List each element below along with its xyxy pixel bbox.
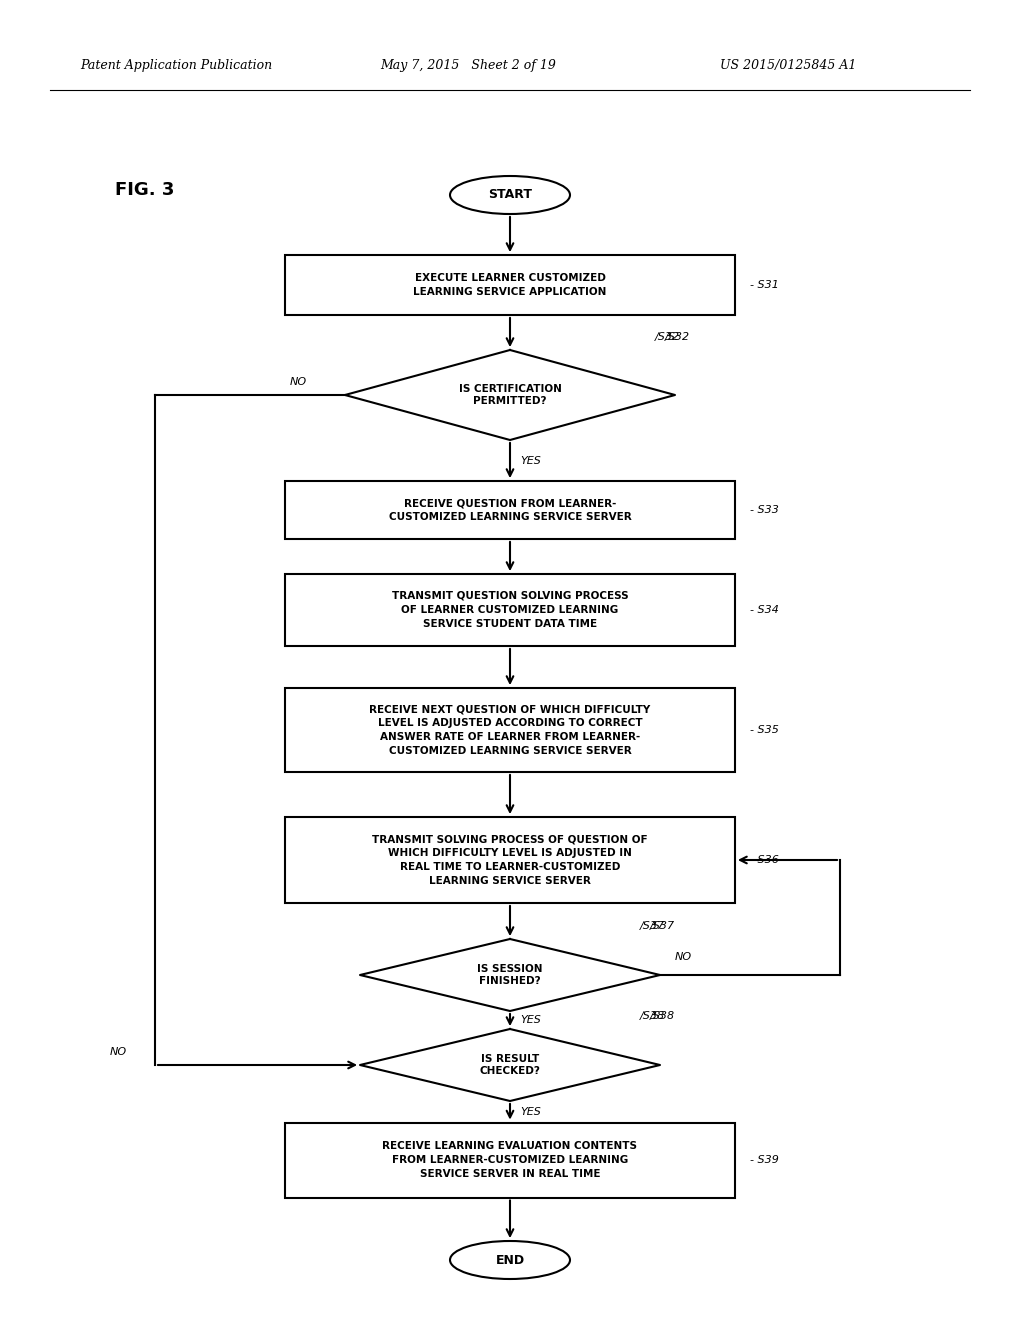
Text: NO: NO [110, 1047, 127, 1057]
Text: /S37: /S37 [649, 921, 675, 931]
Polygon shape [344, 350, 675, 440]
Bar [284, 480, 735, 539]
Text: May 7, 2015   Sheet 2 of 19: May 7, 2015 Sheet 2 of 19 [380, 58, 555, 71]
Polygon shape [360, 939, 659, 1011]
Text: - S34: - S34 [749, 605, 779, 615]
Text: /S37: /S37 [639, 921, 664, 931]
Text: - S33: - S33 [749, 506, 779, 515]
Text: IS SESSION
FINISHED?: IS SESSION FINISHED? [477, 964, 542, 986]
Text: - S39: - S39 [749, 1155, 779, 1166]
Text: START: START [487, 189, 532, 202]
Text: TRANSMIT SOLVING PROCESS OF QUESTION OF
WHICH DIFFICULTY LEVEL IS ADJUSTED IN
RE: TRANSMIT SOLVING PROCESS OF QUESTION OF … [372, 834, 647, 886]
Bar [284, 1122, 735, 1197]
Polygon shape [360, 1030, 659, 1101]
Ellipse shape [449, 176, 570, 214]
Text: RECEIVE QUESTION FROM LEARNER-
CUSTOMIZED LEARNING SERVICE SERVER: RECEIVE QUESTION FROM LEARNER- CUSTOMIZE… [388, 498, 631, 521]
Text: IS CERTIFICATION
PERMITTED?: IS CERTIFICATION PERMITTED? [459, 384, 560, 405]
Text: IS RESULT
CHECKED?: IS RESULT CHECKED? [479, 1055, 540, 1076]
Text: Patent Application Publication: Patent Application Publication [79, 58, 272, 71]
Text: /S38: /S38 [639, 1011, 664, 1020]
Bar [284, 255, 735, 315]
Bar [284, 688, 735, 772]
Text: YES: YES [520, 1015, 540, 1026]
Text: RECEIVE LEARNING EVALUATION CONTENTS
FROM LEARNER-CUSTOMIZED LEARNING
SERVICE SE: RECEIVE LEARNING EVALUATION CONTENTS FRO… [382, 1140, 637, 1179]
Text: /S32: /S32 [664, 333, 690, 342]
Text: RECEIVE NEXT QUESTION OF WHICH DIFFICULTY
LEVEL IS ADJUSTED ACCORDING TO CORRECT: RECEIVE NEXT QUESTION OF WHICH DIFFICULT… [369, 704, 650, 756]
Text: FIG. 3: FIG. 3 [115, 181, 174, 199]
Text: /S38: /S38 [649, 1011, 675, 1020]
Text: NO: NO [289, 378, 307, 387]
Text: NO: NO [675, 952, 692, 962]
Text: /S32: /S32 [654, 333, 680, 342]
Bar [284, 574, 735, 645]
Text: - S31: - S31 [749, 280, 779, 290]
Text: - S35: - S35 [749, 725, 779, 735]
Text: - S36: - S36 [749, 855, 779, 865]
Text: US 2015/0125845 A1: US 2015/0125845 A1 [719, 58, 856, 71]
Text: END: END [495, 1254, 524, 1266]
Text: YES: YES [520, 455, 540, 466]
Ellipse shape [449, 1241, 570, 1279]
Bar [284, 817, 735, 903]
Text: YES: YES [520, 1106, 540, 1117]
Text: TRANSMIT QUESTION SOLVING PROCESS
OF LEARNER CUSTOMIZED LEARNING
SERVICE STUDENT: TRANSMIT QUESTION SOLVING PROCESS OF LEA… [391, 591, 628, 630]
Text: EXECUTE LEARNER CUSTOMIZED
LEARNING SERVICE APPLICATION: EXECUTE LEARNER CUSTOMIZED LEARNING SERV… [413, 273, 606, 297]
